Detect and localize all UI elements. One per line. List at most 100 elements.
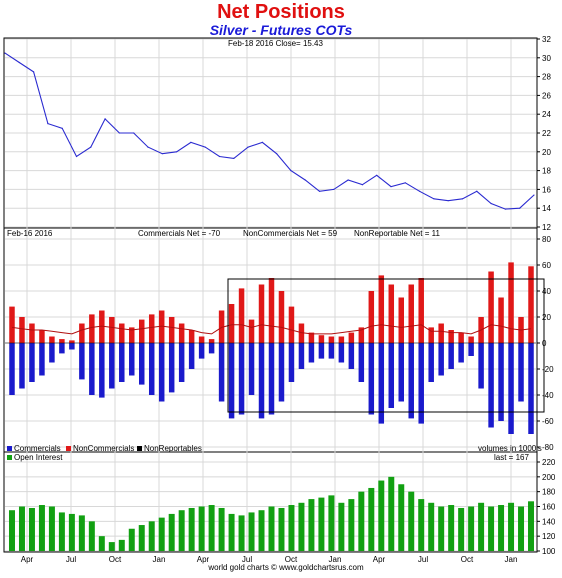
- commercials-bar: [188, 343, 195, 369]
- oi-y-tick-label: 140: [542, 517, 556, 526]
- oi-y-tick-label: 220: [542, 458, 556, 467]
- net-y-tick-label: -20: [542, 365, 554, 374]
- commercials-bar: [198, 343, 205, 359]
- noncommercials-bar: [178, 323, 185, 343]
- noncommercials-bar: [258, 284, 265, 343]
- noncommercials-bar: [418, 278, 424, 343]
- nonreportables-line: [11, 324, 532, 335]
- net-y-tick-label: 40: [542, 287, 551, 296]
- commercials-bar: [328, 343, 335, 359]
- open-interest-bar: [148, 521, 155, 551]
- net-y-tick-label: 60: [542, 261, 551, 270]
- commercials-bar: [109, 343, 115, 389]
- open-interest-bar: [358, 491, 365, 551]
- commercials-bar: [79, 343, 85, 380]
- commercials-bar: [518, 343, 524, 402]
- open-interest-bar: [378, 480, 385, 551]
- open-interest-bar: [398, 484, 405, 551]
- price-y-tick-label: 20: [542, 148, 551, 157]
- noncommercials-bar: [368, 291, 375, 343]
- x-tick-label: Apr: [197, 555, 210, 564]
- grid-layer: [5, 38, 536, 552]
- open-interest-bar: [8, 510, 15, 551]
- commercials-bar: [348, 343, 355, 369]
- commercials-bar: [398, 343, 404, 402]
- price-y-tick-label: 18: [542, 167, 551, 176]
- commercials-bar: [508, 343, 514, 434]
- open-interest-bar: [208, 505, 215, 551]
- commercials-bar: [368, 343, 375, 415]
- noncommercials-bar: [228, 304, 235, 343]
- noncommercials-bar: [528, 266, 534, 343]
- oi-y-tick-label: 100: [542, 547, 556, 556]
- commercials-bar: [228, 343, 235, 419]
- price-y-tick-label: 24: [542, 110, 551, 119]
- commercials-bar: [69, 343, 75, 350]
- oi-y-tick-label: 160: [542, 503, 556, 512]
- legend-label-nonreportables: NonReportables: [144, 444, 202, 453]
- commercials-bar: [218, 343, 225, 402]
- noncommercials-bar: [9, 306, 15, 343]
- commercials-bar: [478, 343, 484, 389]
- noncommercials-bar: [298, 323, 305, 343]
- commercials-bar: [39, 343, 45, 376]
- commercials-bar: [488, 343, 494, 428]
- open-interest-series: [8, 476, 535, 551]
- commercials-bar: [278, 343, 285, 402]
- commercials-bar: [288, 343, 295, 382]
- noncommercials-bar: [59, 339, 65, 343]
- commercials-bar: [238, 343, 245, 415]
- price-y-tick-label: 16: [542, 185, 551, 194]
- open-interest-bar: [18, 506, 25, 551]
- noncommercials-bar: [69, 340, 75, 343]
- open-interest-bar: [238, 515, 245, 551]
- noncommercials-bar: [458, 332, 464, 343]
- noncommercials-bar: [208, 339, 215, 343]
- open-interest-bar: [458, 507, 465, 551]
- open-interest-bar: [368, 487, 375, 551]
- open-interest-bar: [418, 499, 425, 551]
- open-interest-bar: [288, 505, 295, 551]
- noncommercials-bar: [508, 262, 514, 343]
- units-note: volumes in 1000's: [478, 444, 542, 453]
- open-interest-bar: [308, 499, 315, 551]
- net-y-tick-label: 80: [542, 235, 551, 244]
- open-interest-bar: [118, 539, 125, 551]
- commercials-bar: [298, 343, 305, 369]
- legend-label-noncommercials: NonCommercials: [73, 444, 134, 453]
- commercials-bar: [308, 343, 315, 363]
- x-tick-label: Oct: [461, 555, 474, 564]
- open-interest-bar: [38, 505, 45, 551]
- commercials-bar: [158, 343, 165, 402]
- noncommercials-bar: [348, 332, 355, 343]
- price-y-tick-label: 22: [542, 129, 551, 138]
- price-line: [4, 52, 535, 210]
- noncommercials-bar: [188, 330, 195, 343]
- open-interest-bar: [318, 497, 325, 551]
- x-tick-label: Apr: [21, 555, 34, 564]
- noncommercials-bar: [448, 330, 454, 343]
- noncommercials-bar: [358, 327, 365, 343]
- footer-credit: world gold charts © www.goldchartsrus.co…: [207, 563, 364, 572]
- price-y-tick-label: 28: [542, 73, 551, 82]
- commercials-bar: [89, 343, 95, 395]
- open-interest-bar: [218, 507, 225, 551]
- chart-subtitle: Silver - Futures COTs: [209, 22, 353, 38]
- noncommercials-bar: [148, 314, 155, 343]
- noncommercials-bar: [119, 323, 125, 343]
- commercials-bar: [268, 343, 275, 415]
- open-interest-bar: [518, 506, 525, 551]
- commercials-bar: [248, 343, 255, 395]
- oi-panel-frame: [3, 451, 538, 553]
- open-interest-bar: [328, 495, 335, 551]
- x-tick-label: Oct: [109, 555, 122, 564]
- x-tick-label: Jul: [418, 555, 428, 564]
- commercials-bar: [168, 343, 175, 393]
- open-interest-bar: [438, 506, 445, 551]
- noncommercials-bar: [268, 278, 275, 343]
- noncommercials-bar: [49, 336, 55, 343]
- open-interest-bar: [338, 502, 345, 551]
- x-tick-label: Apr: [373, 555, 386, 564]
- commercials-bar: [408, 343, 414, 419]
- commercials-bar: [208, 343, 215, 354]
